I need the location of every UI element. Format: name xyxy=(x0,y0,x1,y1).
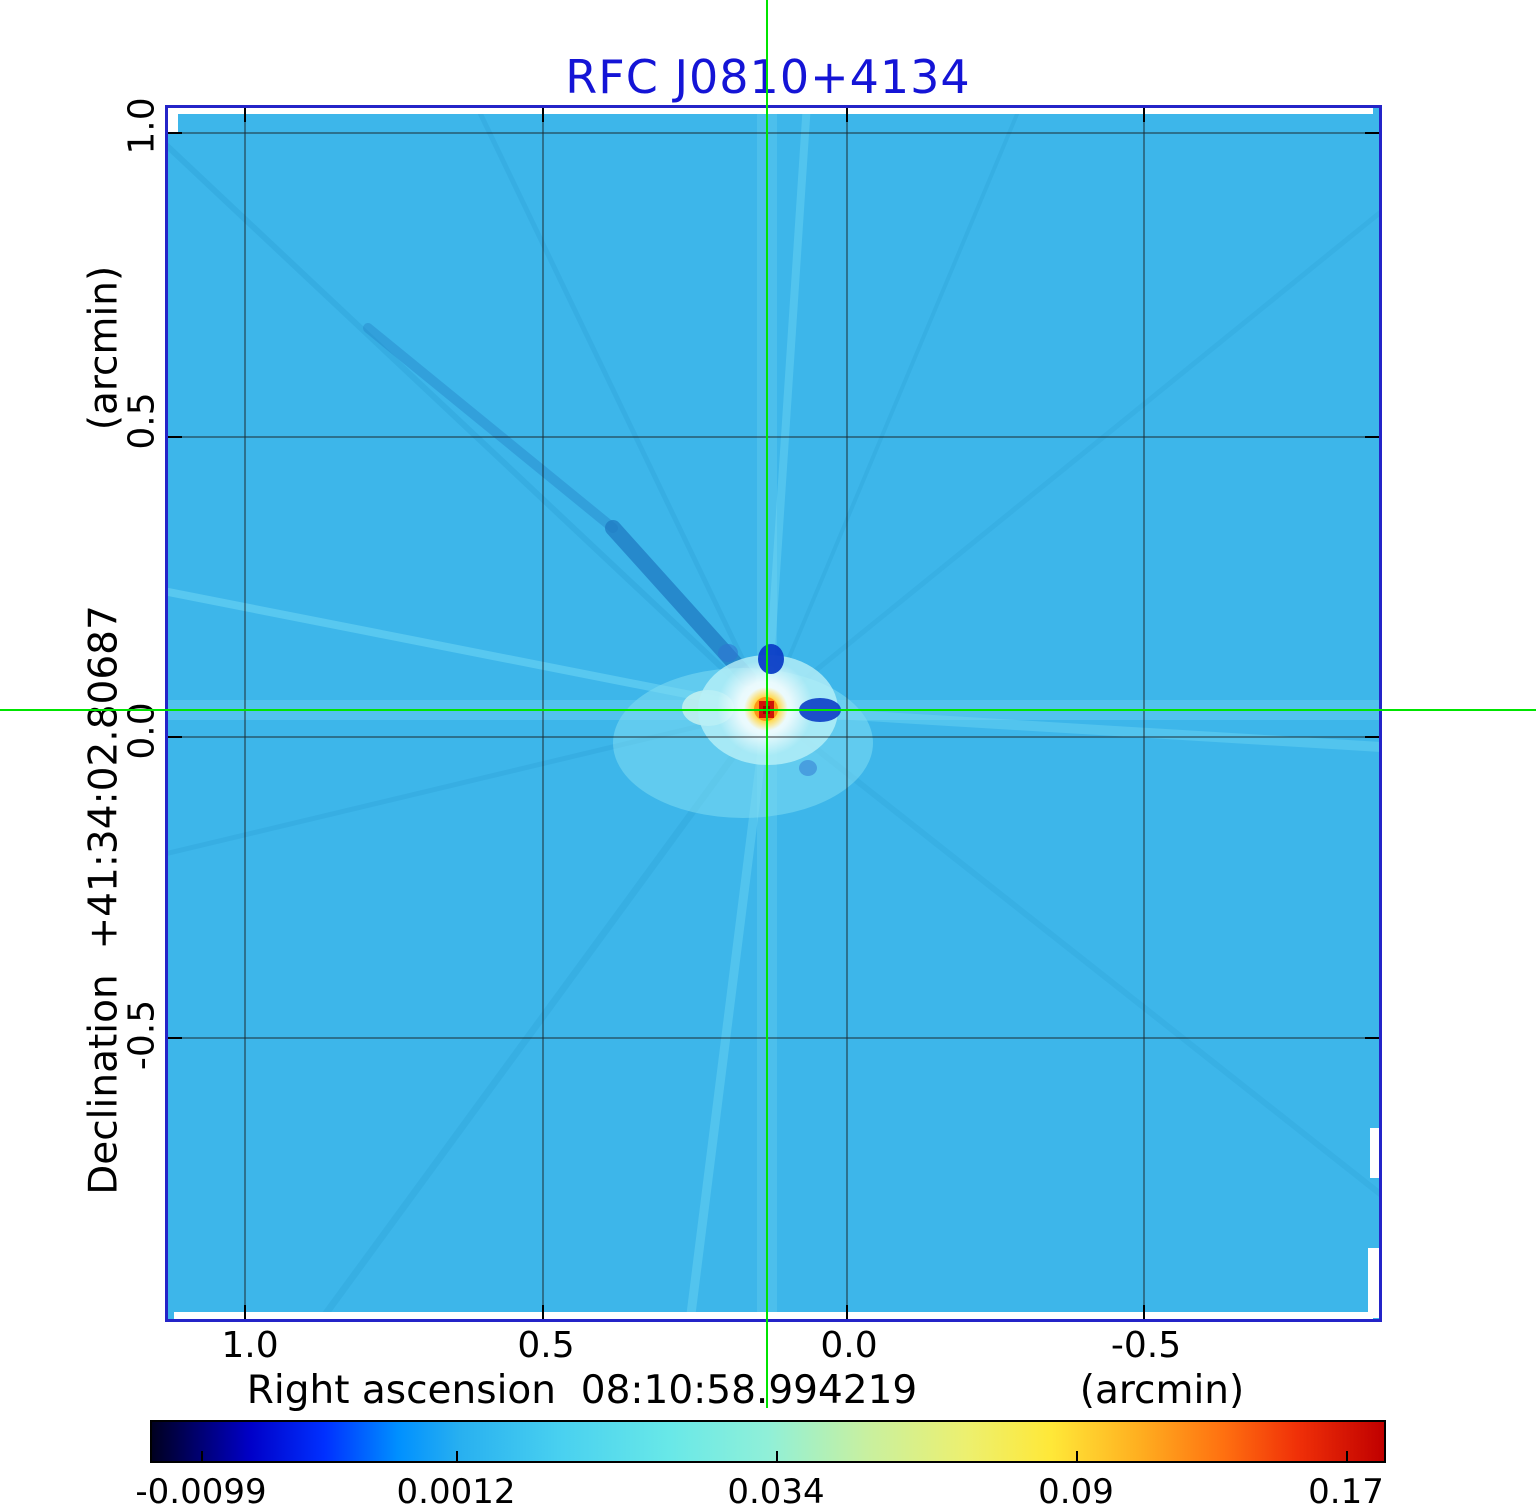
x-axis-unit-label: (arcmin) xyxy=(1079,1368,1245,1413)
x-axis-label: Right ascension 08:10:58.994219 xyxy=(246,1368,918,1413)
plot-title: RFC J0810+4134 xyxy=(565,50,971,104)
colorbar xyxy=(150,1420,1386,1463)
colorbar-tick-mark xyxy=(776,1451,778,1461)
x-tick-1.0: 1.0 xyxy=(221,1325,279,1366)
y-axis-unit-label: (arcmin) xyxy=(81,265,127,431)
coordinate-grid xyxy=(168,108,1379,1319)
colorbar-tick-mark xyxy=(456,1451,458,1461)
y-tick-0.5: 0.5 xyxy=(121,392,163,450)
colorbar-label-bg: 0.0012 xyxy=(396,1472,516,1511)
sky-map-canvas xyxy=(168,108,1379,1319)
x-tick--0.5: -0.5 xyxy=(1110,1325,1182,1366)
colorbar-label-min: -0.0099 xyxy=(135,1472,267,1511)
unmapped-edges xyxy=(168,108,1379,1319)
x-tick-0.5: 0.5 xyxy=(517,1325,575,1366)
axis-ticks xyxy=(168,108,1379,1319)
y-tick-1.0: 1.0 xyxy=(121,97,163,155)
colorbar-label-mid: 0.034 xyxy=(727,1472,825,1511)
y-tick--0.5: -0.5 xyxy=(121,999,163,1071)
colorbar-label-max: 0.17 xyxy=(1308,1472,1384,1511)
colorbar-tick-mark xyxy=(1346,1451,1348,1461)
colorbar-tick-mark xyxy=(201,1451,203,1461)
y-axis-label: Declination +41:34:02.80687 xyxy=(81,605,127,1195)
sky-map-plot xyxy=(165,105,1382,1322)
crosshair-horizontal-line xyxy=(0,709,1536,711)
colorbar-label-high: 0.09 xyxy=(1038,1472,1114,1511)
colorbar-gradient xyxy=(152,1422,1384,1461)
colorbar-tick-mark xyxy=(1076,1451,1078,1461)
crosshair-vertical-line xyxy=(766,0,768,1408)
x-tick-0.0: 0.0 xyxy=(820,1325,878,1366)
